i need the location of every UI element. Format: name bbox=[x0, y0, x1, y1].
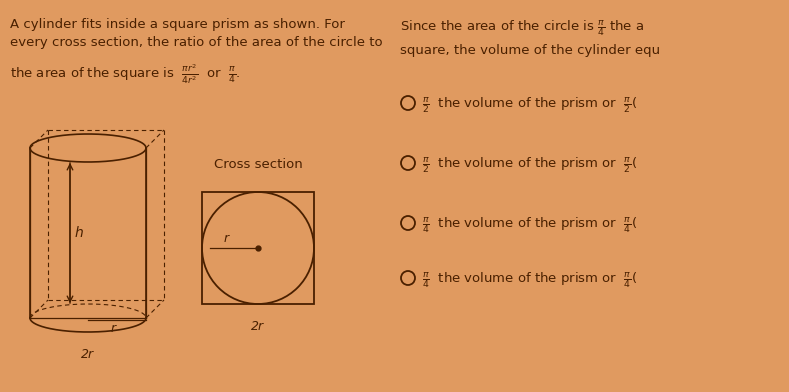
Text: $\frac{\pi}{4}$  the volume of the prism or  $\frac{\pi}{4}$(: $\frac{\pi}{4}$ the volume of the prism … bbox=[422, 270, 638, 290]
Bar bbox=[202, 192, 314, 304]
Text: r: r bbox=[223, 232, 229, 245]
Text: every cross section, the ratio of the area of the circle to: every cross section, the ratio of the ar… bbox=[10, 36, 383, 49]
Text: $\frac{\pi}{4}$  the volume of the prism or  $\frac{\pi}{4}$(: $\frac{\pi}{4}$ the volume of the prism … bbox=[422, 215, 638, 234]
Text: h: h bbox=[75, 226, 84, 240]
Text: A cylinder fits inside a square prism as shown. For: A cylinder fits inside a square prism as… bbox=[10, 18, 345, 31]
Text: Cross section: Cross section bbox=[214, 158, 302, 171]
Text: r: r bbox=[110, 322, 115, 335]
Text: 2r: 2r bbox=[81, 348, 95, 361]
Text: 2r: 2r bbox=[252, 320, 264, 333]
Text: $\frac{\pi}{2}$  the volume of the prism or  $\frac{\pi}{2}$(: $\frac{\pi}{2}$ the volume of the prism … bbox=[422, 95, 638, 114]
Text: the area of the square is  $\frac{\pi r^2}{4r^2}$  or  $\frac{\pi}{4}$.: the area of the square is $\frac{\pi r^2… bbox=[10, 62, 241, 86]
Text: square, the volume of the cylinder equ: square, the volume of the cylinder equ bbox=[400, 44, 660, 57]
Text: $\frac{\pi}{2}$  the volume of the prism or  $\frac{\pi}{2}$(: $\frac{\pi}{2}$ the volume of the prism … bbox=[422, 155, 638, 174]
Text: Since the area of the circle is $\frac{\pi}{4}$ the a: Since the area of the circle is $\frac{\… bbox=[400, 18, 644, 38]
